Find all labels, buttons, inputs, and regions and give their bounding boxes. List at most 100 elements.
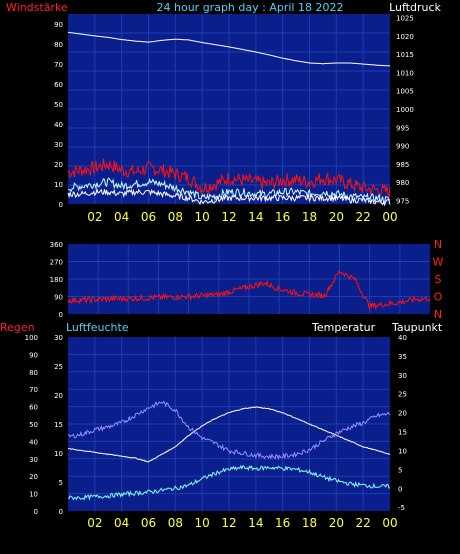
hour-label: 10 (195, 516, 210, 530)
temperature-tick-label: 30 (398, 372, 407, 380)
wind-tick-label: 50 (54, 101, 63, 109)
hour-label: 14 (248, 516, 263, 530)
temperature-line (67, 406, 390, 463)
pressure-tick-label: 1015 (396, 51, 414, 59)
direction-degree-label: 0 (59, 311, 63, 319)
pressure-tick-label: 1005 (396, 88, 414, 96)
rain-axis-title: Regen (0, 321, 35, 334)
temperature-tick-label: 40 (398, 334, 407, 342)
direction-degree-label: 90 (54, 294, 63, 302)
temperature-tick-label: 5 (398, 466, 402, 474)
rain-tick-label: 30 (29, 456, 38, 464)
direction-degree-labels: 0 90 180 270 360 (50, 241, 63, 319)
rain-tick-label: 100 (25, 334, 38, 342)
humidity-tick-label: 5 (59, 479, 63, 487)
climate-hour-labels: 02 04 06 08 10 12 14 16 18 20 22 00 (87, 516, 397, 530)
pressure-tick-label: 995 (396, 124, 409, 132)
wind-direction-line (67, 270, 431, 311)
hour-label: 00 (382, 516, 397, 530)
rain-tick-label: 10 (29, 491, 38, 499)
hour-label: 04 (114, 210, 129, 224)
pressure-tick-label: 1025 (396, 15, 414, 23)
hour-label: 10 (195, 210, 210, 224)
humidity-tick-label: 0 (59, 508, 63, 516)
hour-label: 08 (168, 210, 183, 224)
compass-label: O (434, 291, 443, 304)
wind-tick-label: 40 (54, 121, 63, 129)
hour-label: 22 (356, 516, 371, 530)
temperature-tick-label: 35 (398, 353, 407, 361)
direction-degree-label: 270 (50, 259, 63, 267)
compass-label: S (435, 273, 442, 286)
wind-tick-label: 30 (54, 141, 63, 149)
wind-tick-label: 10 (54, 181, 63, 189)
temperature-tick-labels: -5 0 5 10 15 20 25 30 35 40 (398, 334, 407, 512)
hour-label: 18 (302, 516, 317, 530)
humidity-axis-title: Luftfeuchte (66, 321, 129, 334)
hour-label: 20 (329, 210, 344, 224)
humidity-tick-label: 30 (54, 334, 63, 342)
humidity-tick-label: 25 (54, 363, 63, 371)
pressure-tick-label: 1020 (396, 33, 414, 41)
hour-label: 08 (168, 516, 183, 530)
rain-tick-labels: 0 10 20 30 40 50 60 70 80 90 100 (25, 334, 38, 516)
temperature-tick-label: 20 (398, 410, 407, 418)
hour-label: 06 (141, 516, 156, 530)
wind-tick-label: 20 (54, 161, 63, 169)
chart-title: 24 hour graph day : April 18 2022 (157, 1, 344, 14)
wind-tick-labels: 0 10 20 30 40 50 60 70 80 90 (54, 21, 63, 209)
rain-tick-label: 60 (29, 404, 38, 412)
pressure-tick-label: 1000 (396, 106, 414, 114)
humidity-tick-label: 15 (54, 421, 63, 429)
direction-degree-label: 360 (50, 241, 63, 249)
pressure-tick-label: 985 (396, 161, 409, 169)
hour-label: 18 (302, 210, 317, 224)
temperature-tick-label: 0 (398, 485, 402, 493)
hour-label: 20 (329, 516, 344, 530)
pressure-tick-label: 990 (396, 143, 409, 151)
hour-label: 16 (275, 210, 290, 224)
hour-label: 14 (248, 210, 263, 224)
rain-tick-label: 70 (29, 386, 38, 394)
rain-tick-label: 40 (29, 438, 38, 446)
climate-panel: 0 10 20 30 40 50 60 70 80 90 100 0 5 10 15 20 25 30 -5 0 5… (25, 334, 407, 530)
hour-label: 12 (221, 210, 236, 224)
wind-min-line (67, 187, 391, 207)
wind-tick-label: 70 (54, 61, 63, 69)
rain-tick-label: 80 (29, 369, 38, 377)
hour-label: 04 (114, 516, 129, 530)
wind-pressure-series (67, 31, 391, 207)
pressure-tick-labels: 975 980 985 990 995 1000 1005 1010 1015 1020 1025 (396, 15, 414, 206)
hour-label: 12 (221, 516, 236, 530)
dewpoint-line (67, 464, 391, 501)
hour-label: 02 (87, 516, 102, 530)
compass-label: W (433, 256, 444, 269)
temperature-tick-label: 10 (398, 447, 407, 455)
humidity-tick-label: 20 (54, 392, 63, 400)
wind-axis-title: Windstärke (6, 1, 68, 14)
rain-tick-label: 50 (29, 421, 38, 429)
hour-label: 16 (275, 516, 290, 530)
wind-tick-label: 60 (54, 81, 63, 89)
climate-series (67, 400, 391, 501)
hour-label: 00 (382, 210, 397, 224)
temperature-tick-label: -5 (398, 504, 405, 512)
hour-label: 02 (87, 210, 102, 224)
dewpoint-axis-title: Taupunkt (391, 321, 443, 334)
temperature-tick-label: 15 (398, 429, 407, 437)
hour-label: 22 (356, 210, 371, 224)
wind-pressure-hour-labels: 02 04 06 08 10 12 14 16 18 20 22 00 (87, 210, 397, 224)
wind-pressure-grid (68, 14, 390, 204)
wind-mean-line (67, 177, 391, 203)
pressure-line (67, 31, 391, 67)
rain-tick-label: 20 (29, 473, 38, 481)
wind-tick-label: 90 (54, 21, 63, 29)
pressure-tick-label: 1010 (396, 69, 414, 77)
direction-degree-label: 180 (50, 276, 63, 284)
rain-tick-label: 90 (29, 351, 38, 359)
compass-label: N (434, 238, 442, 251)
